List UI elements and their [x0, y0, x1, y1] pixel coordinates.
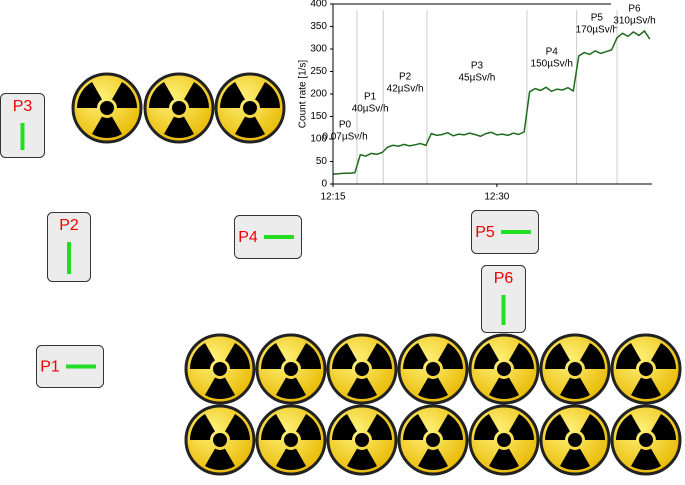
annotation-label: P0 — [339, 120, 352, 131]
source — [214, 72, 286, 144]
position: P6 — [481, 265, 526, 333]
y-tick-label: 50 — [316, 156, 328, 167]
y-tick-label: 0 — [321, 179, 327, 190]
plot-background — [333, 4, 652, 184]
source — [143, 72, 215, 144]
y-tick-label: 150 — [310, 111, 327, 122]
source — [184, 333, 256, 405]
position: P4 — [234, 215, 302, 259]
annotation-label: P1 — [364, 92, 377, 103]
x-tick-label: 12:15 — [320, 192, 345, 203]
position-label: P1 — [40, 359, 60, 376]
source — [326, 404, 398, 476]
source — [539, 333, 611, 405]
y-tick-label: 400 — [310, 0, 327, 10]
annotation-dose: 310µSv/h — [613, 16, 655, 27]
annotation-dose: 45µSv/h — [458, 73, 495, 84]
source — [397, 404, 469, 476]
detector — [67, 242, 71, 274]
position-label: P5 — [475, 224, 495, 241]
source — [397, 333, 469, 405]
series-line — [332, 29, 651, 175]
y-tick-label: 100 — [310, 134, 327, 145]
annotation-label: P3 — [471, 61, 484, 72]
detector — [501, 295, 506, 325]
annotation-dose: 150µSv/h — [531, 59, 573, 70]
y-tick-label: 200 — [310, 89, 327, 100]
position: P2 — [47, 212, 91, 282]
annotation-dose: 170µSv/h — [576, 25, 618, 36]
annotation-label: P6 — [628, 4, 641, 15]
source — [539, 404, 611, 476]
detector — [264, 235, 294, 239]
position: P3 — [0, 93, 45, 158]
annotation-label: P5 — [591, 13, 604, 24]
position: P5 — [471, 210, 539, 254]
source — [326, 333, 398, 405]
position: P1 — [36, 345, 104, 388]
detector — [20, 123, 25, 150]
position-label: P3 — [13, 98, 33, 115]
annotation-dose: 42µSv/h — [387, 84, 424, 95]
annotation-dose: 0.07µSv/h — [322, 132, 367, 143]
y-tick-label: 350 — [310, 21, 327, 32]
detector — [66, 364, 96, 369]
y-tick-label: 250 — [310, 66, 327, 77]
source — [255, 404, 327, 476]
source — [468, 404, 540, 476]
annotation-dose: 40µSv/h — [352, 104, 389, 115]
source — [610, 404, 682, 476]
position-label: P2 — [59, 217, 79, 234]
y-axis-label: Count rate [1/s] — [298, 60, 309, 129]
source — [610, 333, 682, 405]
source — [468, 333, 540, 405]
x-tick-label: 12:30 — [484, 192, 509, 203]
y-tick-label: 300 — [310, 44, 327, 55]
source — [71, 72, 143, 144]
detector — [501, 230, 531, 234]
annotation-label: P2 — [399, 72, 412, 83]
source — [184, 404, 256, 476]
source — [255, 333, 327, 405]
position-label: P4 — [238, 229, 258, 246]
annotation-label: P4 — [546, 47, 559, 58]
position-label: P6 — [494, 270, 514, 287]
